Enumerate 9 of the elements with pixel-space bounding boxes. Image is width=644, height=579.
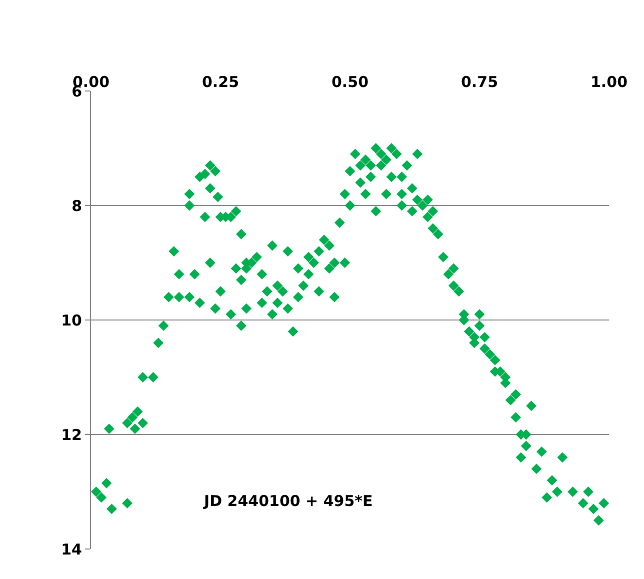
y-tick-label: 8 <box>72 196 82 215</box>
y-tick-label: 14 <box>61 540 82 558</box>
y-tick-label: 12 <box>61 426 82 444</box>
x-tick-label: 1.00 <box>590 73 628 91</box>
x-tick-label: 0.50 <box>331 73 369 91</box>
x-tick-label: 0.25 <box>202 73 240 91</box>
y-tick-label: 10 <box>61 311 82 330</box>
x-tick-label: 0.75 <box>460 73 498 91</box>
annotation: JD 2440100 + 495*E <box>203 492 373 510</box>
